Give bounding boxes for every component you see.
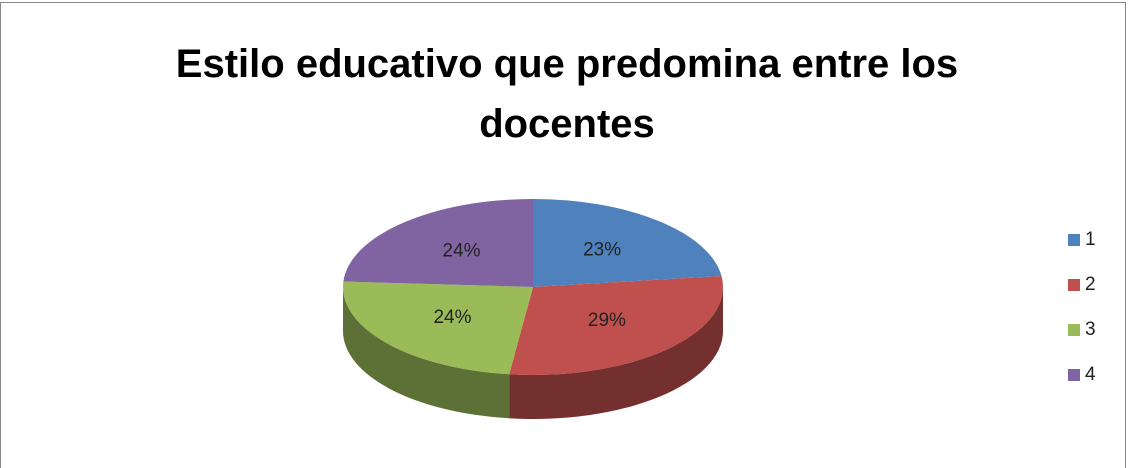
data-label: 24%	[433, 307, 471, 328]
data-label: 24%	[442, 241, 480, 262]
legend-label: 3	[1085, 319, 1096, 340]
slice-side	[509, 287, 723, 419]
slice	[342, 281, 533, 375]
legend-swatch	[1068, 369, 1080, 381]
legend-swatch	[1068, 324, 1080, 336]
slice	[509, 275, 723, 375]
slice	[533, 199, 722, 287]
legend-label: 4	[1085, 364, 1096, 385]
slice	[343, 199, 533, 287]
slice-side-shade	[509, 287, 723, 419]
legend-label: 2	[1085, 274, 1096, 295]
legend-label: 1	[1085, 229, 1096, 250]
slice-side	[343, 287, 510, 419]
legend-swatch	[1068, 279, 1080, 291]
chart-title: Estilo educativo que predomina entre los…	[175, 42, 959, 146]
data-label: 29%	[588, 310, 626, 331]
slice-side-shade	[343, 287, 510, 419]
legend-swatch	[1068, 234, 1080, 246]
data-label: 23%	[583, 240, 621, 261]
